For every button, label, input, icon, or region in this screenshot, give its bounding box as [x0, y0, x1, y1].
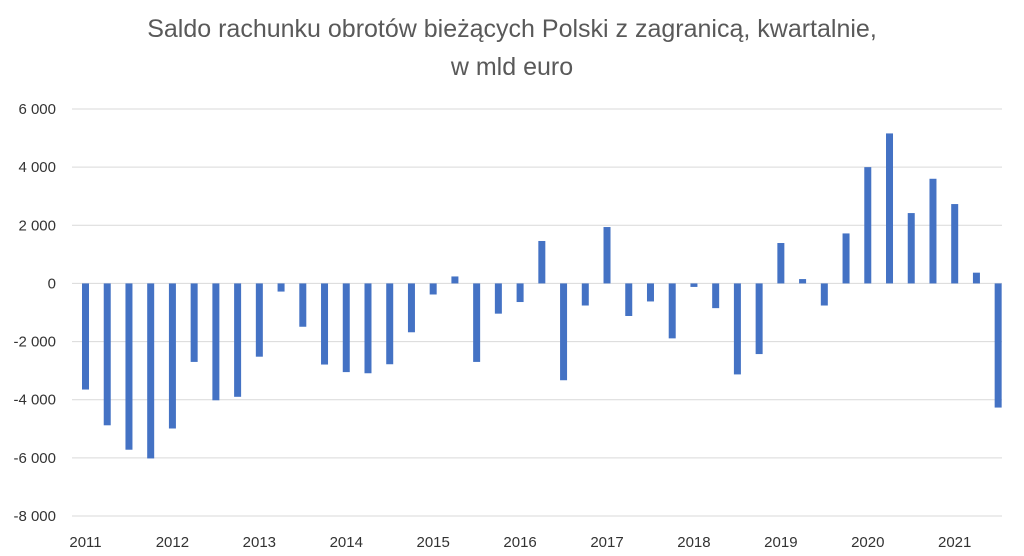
- bar: [994, 283, 1002, 408]
- y-tick-label: 6 000: [18, 101, 56, 118]
- chart-title: Saldo rachunku obrotów bieżących Polski …: [0, 10, 1024, 86]
- y-tick-label: -8 000: [13, 508, 56, 525]
- bar: [386, 283, 394, 365]
- bar: [951, 204, 959, 284]
- y-tick-label: 2 000: [18, 217, 56, 234]
- bar: [103, 283, 111, 426]
- x-tick-label: 2021: [938, 534, 971, 551]
- gridlines: [72, 108, 1002, 517]
- bar: [799, 279, 807, 284]
- x-axis-tick-labels: 2011 2012 2013 2014 2015 2016 2017 2018 2019 2020…: [69, 534, 971, 551]
- bar: [212, 283, 220, 401]
- chart-title-line-2: w mld euro: [450, 53, 574, 81]
- bar: [277, 283, 285, 292]
- bar: [125, 283, 133, 450]
- bar: [929, 178, 937, 284]
- x-tick-label: 2014: [330, 534, 363, 551]
- bar: [494, 283, 502, 314]
- bar: [603, 227, 611, 284]
- bar: [864, 167, 872, 284]
- x-tick-label: 2020: [851, 534, 884, 551]
- y-tick-label: 0: [48, 275, 56, 292]
- bar: [712, 283, 720, 309]
- x-tick-label: 2013: [243, 534, 276, 551]
- x-tick-label: 2015: [416, 534, 449, 551]
- bar: [82, 283, 89, 390]
- bar: [147, 283, 155, 459]
- bar: [168, 283, 176, 429]
- bar: [733, 283, 741, 375]
- bar: [668, 283, 676, 339]
- x-tick-label: 2019: [764, 534, 797, 551]
- bar: [473, 283, 481, 362]
- bar: [451, 276, 459, 284]
- y-tick-label: 4 000: [18, 159, 56, 176]
- chart-title-line-1: Saldo rachunku obrotów bieżących Polski …: [147, 15, 877, 43]
- bar: [560, 283, 568, 381]
- bar: [429, 283, 437, 295]
- y-tick-label: -6 000: [13, 450, 56, 467]
- bar: [342, 283, 350, 373]
- bar: [255, 283, 263, 357]
- bar: [364, 283, 372, 374]
- y-tick-label: -4 000: [13, 392, 56, 409]
- bar: [886, 133, 894, 284]
- x-tick-label: 2016: [503, 534, 536, 551]
- x-tick-label: 2018: [677, 534, 710, 551]
- bar: [690, 283, 698, 287]
- bar: [581, 283, 589, 306]
- bar: [625, 283, 633, 316]
- bar: [972, 272, 980, 284]
- bar: [516, 283, 524, 303]
- bar: [907, 213, 915, 284]
- x-tick-label: 2012: [156, 534, 189, 551]
- bar: [299, 283, 307, 327]
- x-tick-label: 2011: [69, 534, 101, 551]
- bar: [755, 283, 763, 355]
- bar: [321, 283, 329, 365]
- y-tick-label: -2 000: [13, 334, 56, 351]
- bar: [646, 283, 654, 302]
- bars: [82, 133, 1002, 459]
- bar: [190, 283, 198, 362]
- bar: [777, 243, 785, 284]
- bar: [842, 233, 850, 284]
- y-axis-tick-labels: 6 000 4 000 2 000 0 -2 000 -4 000 -6 000 -8 000: [13, 101, 56, 525]
- bar: [407, 283, 415, 333]
- bar: [820, 283, 828, 306]
- x-tick-label: 2017: [590, 534, 623, 551]
- bar: [234, 283, 242, 397]
- bar: [538, 240, 546, 284]
